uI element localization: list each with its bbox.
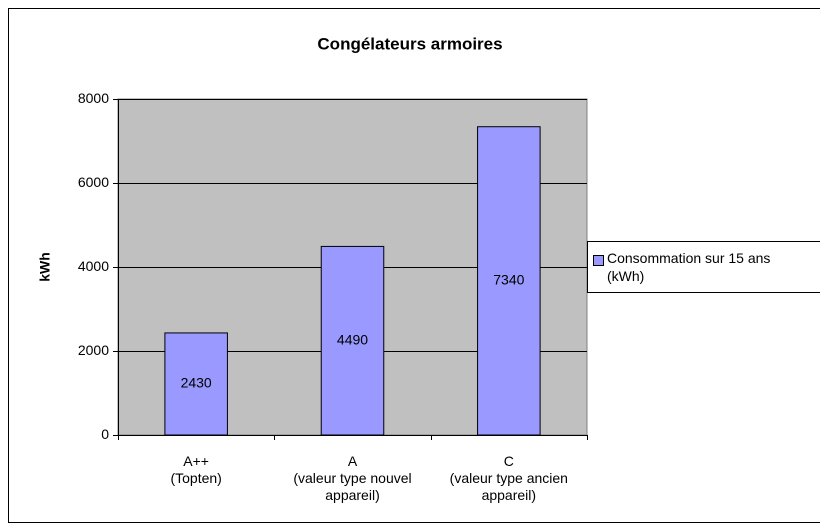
y-axis-label: kWh	[37, 252, 53, 282]
data-label: 4490	[337, 331, 368, 347]
bar	[320, 245, 385, 436]
data-label: 7340	[493, 272, 524, 288]
x-tick-label: C (valeur type ancien appareil)	[449, 453, 568, 503]
legend: Consommation sur 15 ans (kWh)	[587, 241, 820, 293]
legend-swatch	[593, 255, 604, 266]
bar	[477, 126, 541, 436]
y-tick-label: 8000	[78, 90, 109, 106]
x-tick-label: A++ (Topten)	[170, 453, 222, 486]
y-tick-label: 0	[101, 426, 109, 442]
x-tick-label: A (valeur type nouvel appareil)	[293, 453, 412, 503]
data-label: 2430	[181, 375, 212, 391]
y-tick-label: 4000	[78, 258, 109, 274]
chart-title: Congélateurs armoires	[317, 34, 502, 53]
bar	[164, 332, 228, 436]
y-tick-label: 6000	[78, 174, 109, 190]
y-tick-label: 2000	[78, 342, 109, 358]
legend-label: Consommation sur 15 ans (kWh)	[607, 250, 771, 284]
